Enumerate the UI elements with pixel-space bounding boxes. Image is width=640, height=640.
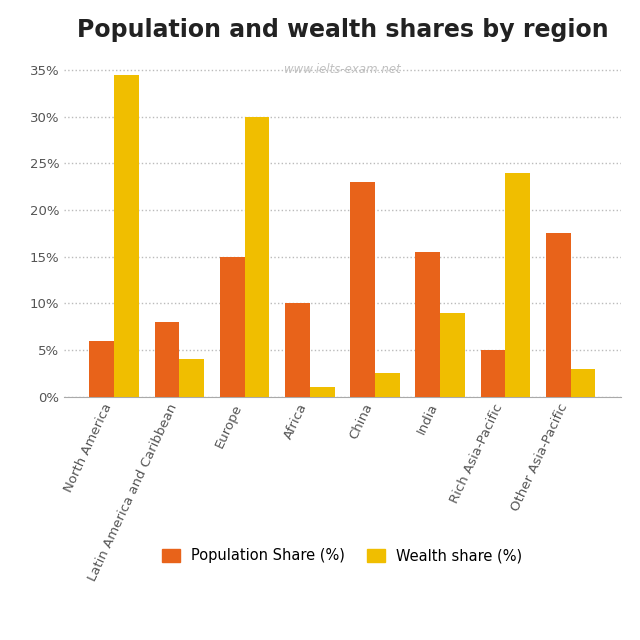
Bar [90, 340, 114, 397]
Bar [375, 374, 400, 397]
Bar [285, 303, 310, 397]
Bar [440, 313, 465, 397]
Title: Population and wealth shares by region: Population and wealth shares by region [77, 19, 608, 42]
Bar [350, 182, 375, 397]
Legend: Population Share (%), Wealth share (%): Population Share (%), Wealth share (%) [156, 543, 529, 569]
Bar [546, 234, 571, 397]
Bar [220, 257, 244, 397]
Bar [506, 173, 531, 397]
Bar [481, 350, 506, 397]
Bar [244, 116, 269, 397]
Text: www.ielts-exam.net: www.ielts-exam.net [284, 63, 401, 76]
Bar [114, 74, 139, 397]
Bar [415, 252, 440, 397]
Bar [571, 369, 595, 397]
Bar [154, 322, 179, 397]
Bar [310, 387, 335, 397]
Bar [179, 360, 204, 397]
